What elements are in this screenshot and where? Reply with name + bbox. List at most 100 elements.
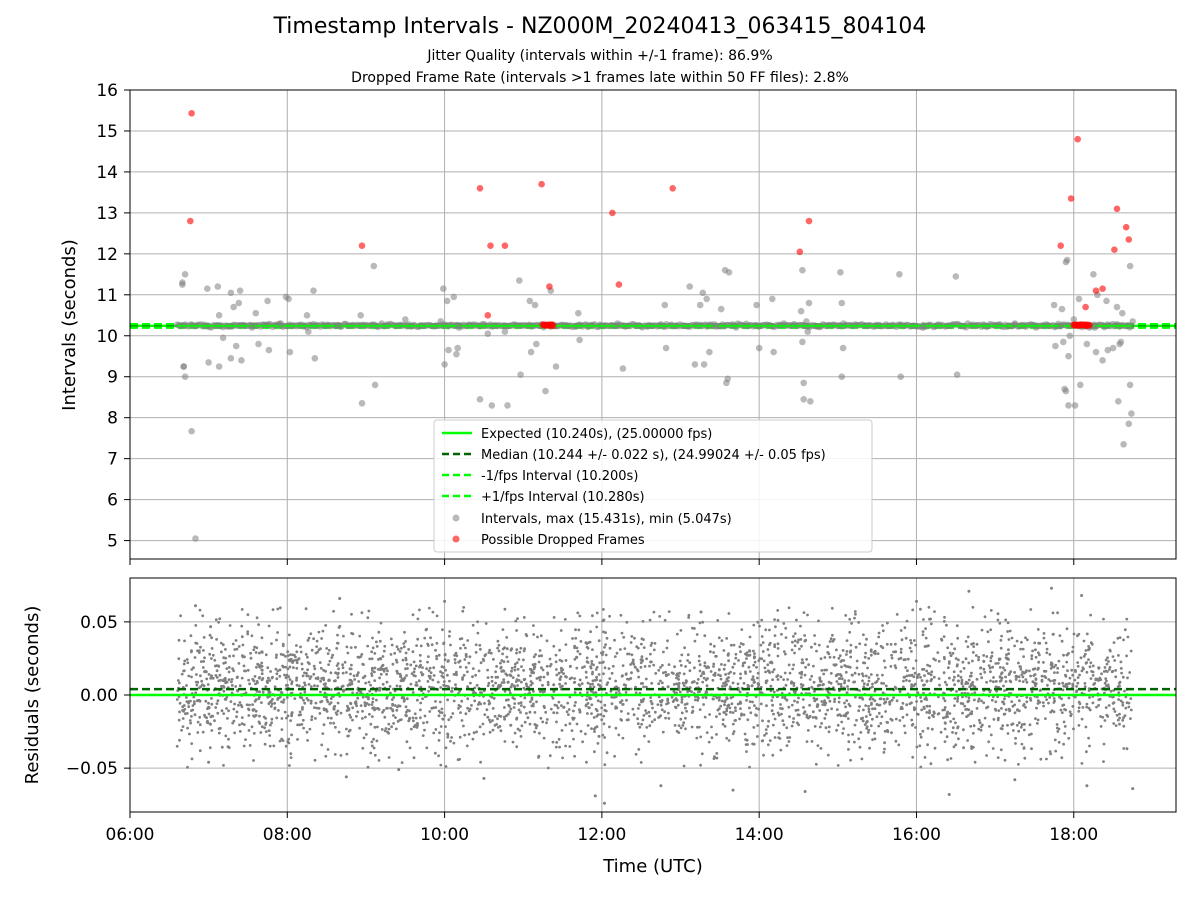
- residual-point: [289, 657, 293, 661]
- residual-point: [695, 681, 699, 685]
- residual-point: [324, 754, 328, 758]
- residual-point: [1071, 682, 1075, 686]
- residual-point: [955, 664, 959, 668]
- residual-point: [1014, 742, 1017, 745]
- residual-point: [419, 708, 422, 712]
- residual-point: [559, 685, 562, 689]
- interval-point: [453, 350, 460, 358]
- residual-point: [790, 680, 793, 684]
- residual-point: [282, 698, 286, 702]
- residual-point: [385, 672, 388, 676]
- residual-point: [681, 681, 685, 685]
- residual-point: [862, 682, 866, 686]
- residual-point: [967, 696, 971, 700]
- residual-point: [698, 690, 702, 693]
- residual-point: [1128, 671, 1132, 674]
- residual-point: [284, 665, 287, 669]
- residual-point: [701, 680, 705, 684]
- residual-point: [1003, 758, 1007, 762]
- residual-point: [844, 714, 848, 718]
- intervals-y-tick-label: 14: [96, 163, 118, 183]
- residual-point: [344, 775, 348, 779]
- residual-point: [1088, 665, 1092, 669]
- residual-point: [808, 714, 812, 718]
- residual-point: [378, 688, 382, 692]
- residual-point: [879, 697, 883, 701]
- residual-point: [942, 620, 946, 623]
- residual-point: [373, 666, 377, 670]
- residual-point: [962, 728, 965, 732]
- residual-point: [919, 765, 923, 769]
- residual-point: [823, 656, 827, 659]
- residual-point: [691, 705, 695, 709]
- residual-point: [584, 704, 588, 708]
- residual-point: [1117, 691, 1121, 695]
- residual-point: [987, 740, 991, 744]
- residual-point: [670, 671, 674, 675]
- residual-point: [882, 697, 886, 701]
- residual-point: [829, 637, 833, 641]
- residual-point: [298, 723, 302, 727]
- residual-point: [702, 676, 706, 680]
- residual-point: [845, 639, 849, 642]
- residual-point: [777, 731, 781, 735]
- residual-point: [953, 697, 957, 700]
- residual-point: [937, 659, 941, 663]
- residual-point: [704, 696, 708, 700]
- residual-point: [199, 645, 202, 649]
- residual-point: [979, 666, 982, 670]
- residual-point: [869, 648, 873, 652]
- residual-point: [625, 698, 628, 702]
- residual-point: [652, 610, 656, 614]
- residual-point: [847, 687, 850, 691]
- residual-point: [298, 710, 302, 714]
- residual-point: [1122, 747, 1126, 750]
- residual-point: [833, 697, 837, 701]
- residual-point: [532, 671, 536, 675]
- residual-point: [922, 683, 925, 687]
- residual-point: [367, 696, 370, 699]
- residual-point: [622, 635, 626, 639]
- residual-point: [1068, 682, 1071, 685]
- residual-point: [313, 667, 317, 671]
- residual-point: [909, 641, 913, 645]
- residual-point: [586, 691, 589, 694]
- residual-point: [446, 735, 450, 739]
- residual-point: [904, 666, 908, 669]
- dropped-frame-point: [1111, 246, 1118, 253]
- residual-point: [826, 645, 830, 648]
- residual-point: [558, 745, 561, 749]
- residual-point: [969, 674, 973, 678]
- residual-point: [817, 683, 821, 687]
- residual-point: [1071, 705, 1075, 708]
- interval-point: [1060, 338, 1067, 346]
- residual-point: [614, 691, 618, 695]
- residual-point: [980, 699, 983, 703]
- residual-point: [437, 754, 440, 758]
- residual-point: [1080, 594, 1084, 597]
- residual-point: [983, 615, 987, 619]
- residual-point: [352, 674, 356, 678]
- residual-point: [466, 706, 469, 710]
- residual-point: [381, 655, 385, 658]
- residual-point: [532, 702, 535, 706]
- residual-point: [524, 633, 528, 636]
- residual-point: [773, 645, 777, 649]
- residual-point: [210, 714, 214, 718]
- residual-point: [627, 652, 631, 656]
- residuals-x-tick-label: 06:00: [106, 825, 155, 845]
- residual-point: [312, 664, 316, 668]
- residual-point: [517, 679, 521, 682]
- residual-point: [545, 664, 549, 668]
- residual-point: [399, 675, 402, 678]
- residual-point: [697, 696, 700, 700]
- residual-point: [1019, 667, 1023, 671]
- residual-point: [953, 704, 956, 707]
- residual-point: [218, 617, 222, 621]
- residual-point: [792, 681, 796, 685]
- residual-point: [503, 715, 506, 719]
- dropped-frame-point: [538, 180, 545, 188]
- residual-point: [376, 668, 380, 671]
- residual-point: [357, 680, 361, 683]
